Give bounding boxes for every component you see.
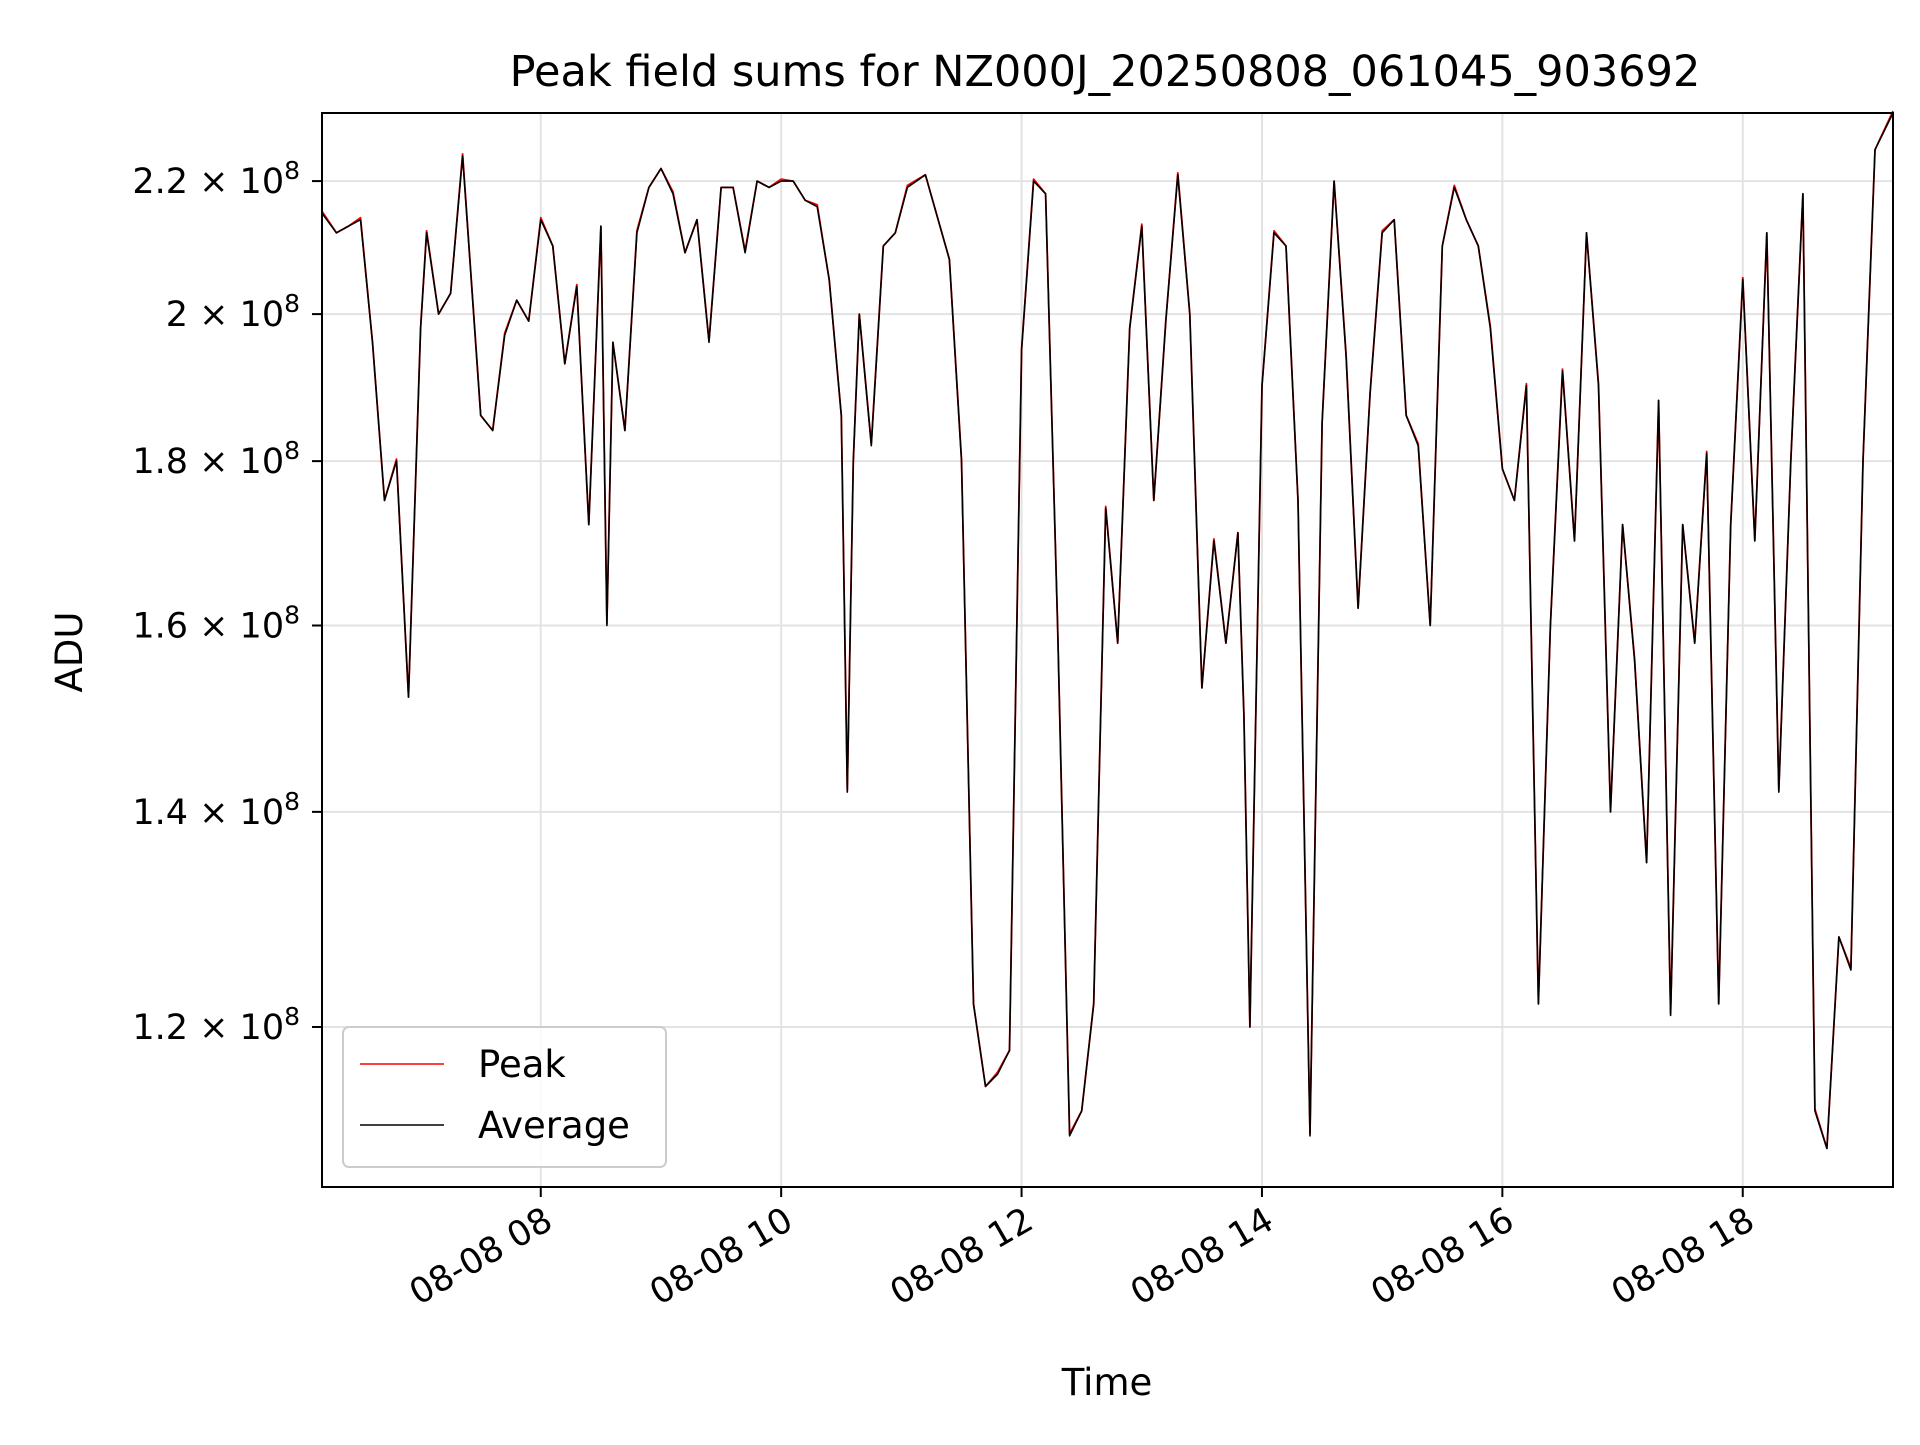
y-axis-label: ADU — [48, 612, 91, 693]
legend-box — [342, 1026, 667, 1168]
x-tick-label: 08-08 10 — [643, 1200, 799, 1313]
y-tick-label: 1.6 × 108 — [132, 601, 300, 647]
y-axis: 1.2 × 108 1.4 × 108 1.6 × 108 1.8 × 108 2 × … — [132, 156, 322, 1048]
x-axis: 08-08 08 08-08 10 08-08 12 08-08 14 08-08 16… — [403, 1187, 1761, 1313]
legend: Peak Average — [342, 1026, 667, 1168]
axes-frame — [321, 112, 1894, 1188]
y-tick-label: 1.8 × 108 — [132, 436, 300, 482]
plot-lines — [321, 110, 1894, 1150]
x-tick-label: 08-08 08 — [403, 1200, 559, 1313]
series-line-peak — [321, 110, 1894, 1150]
y-tick-label: 2 × 108 — [166, 289, 300, 335]
x-tick-label: 08-08 14 — [1124, 1200, 1280, 1313]
legend-label-average: Average — [478, 1104, 630, 1147]
grid — [322, 113, 1893, 1187]
x-tick-label: 08-08 12 — [884, 1200, 1040, 1313]
x-axis-label: Time — [1061, 1361, 1153, 1404]
series-line-average — [321, 112, 1894, 1150]
x-tick-label: 08-08 18 — [1605, 1200, 1761, 1313]
y-tick-label: 2.2 × 108 — [132, 156, 300, 202]
y-tick-label: 1.2 × 108 — [132, 1002, 300, 1048]
chart-title: Peak field sums for NZ000J_20250808_0610… — [510, 47, 1701, 97]
x-tick-label: 08-08 16 — [1365, 1200, 1521, 1313]
legend-label-peak: Peak — [478, 1043, 566, 1086]
y-tick-label: 1.4 × 108 — [132, 787, 300, 833]
